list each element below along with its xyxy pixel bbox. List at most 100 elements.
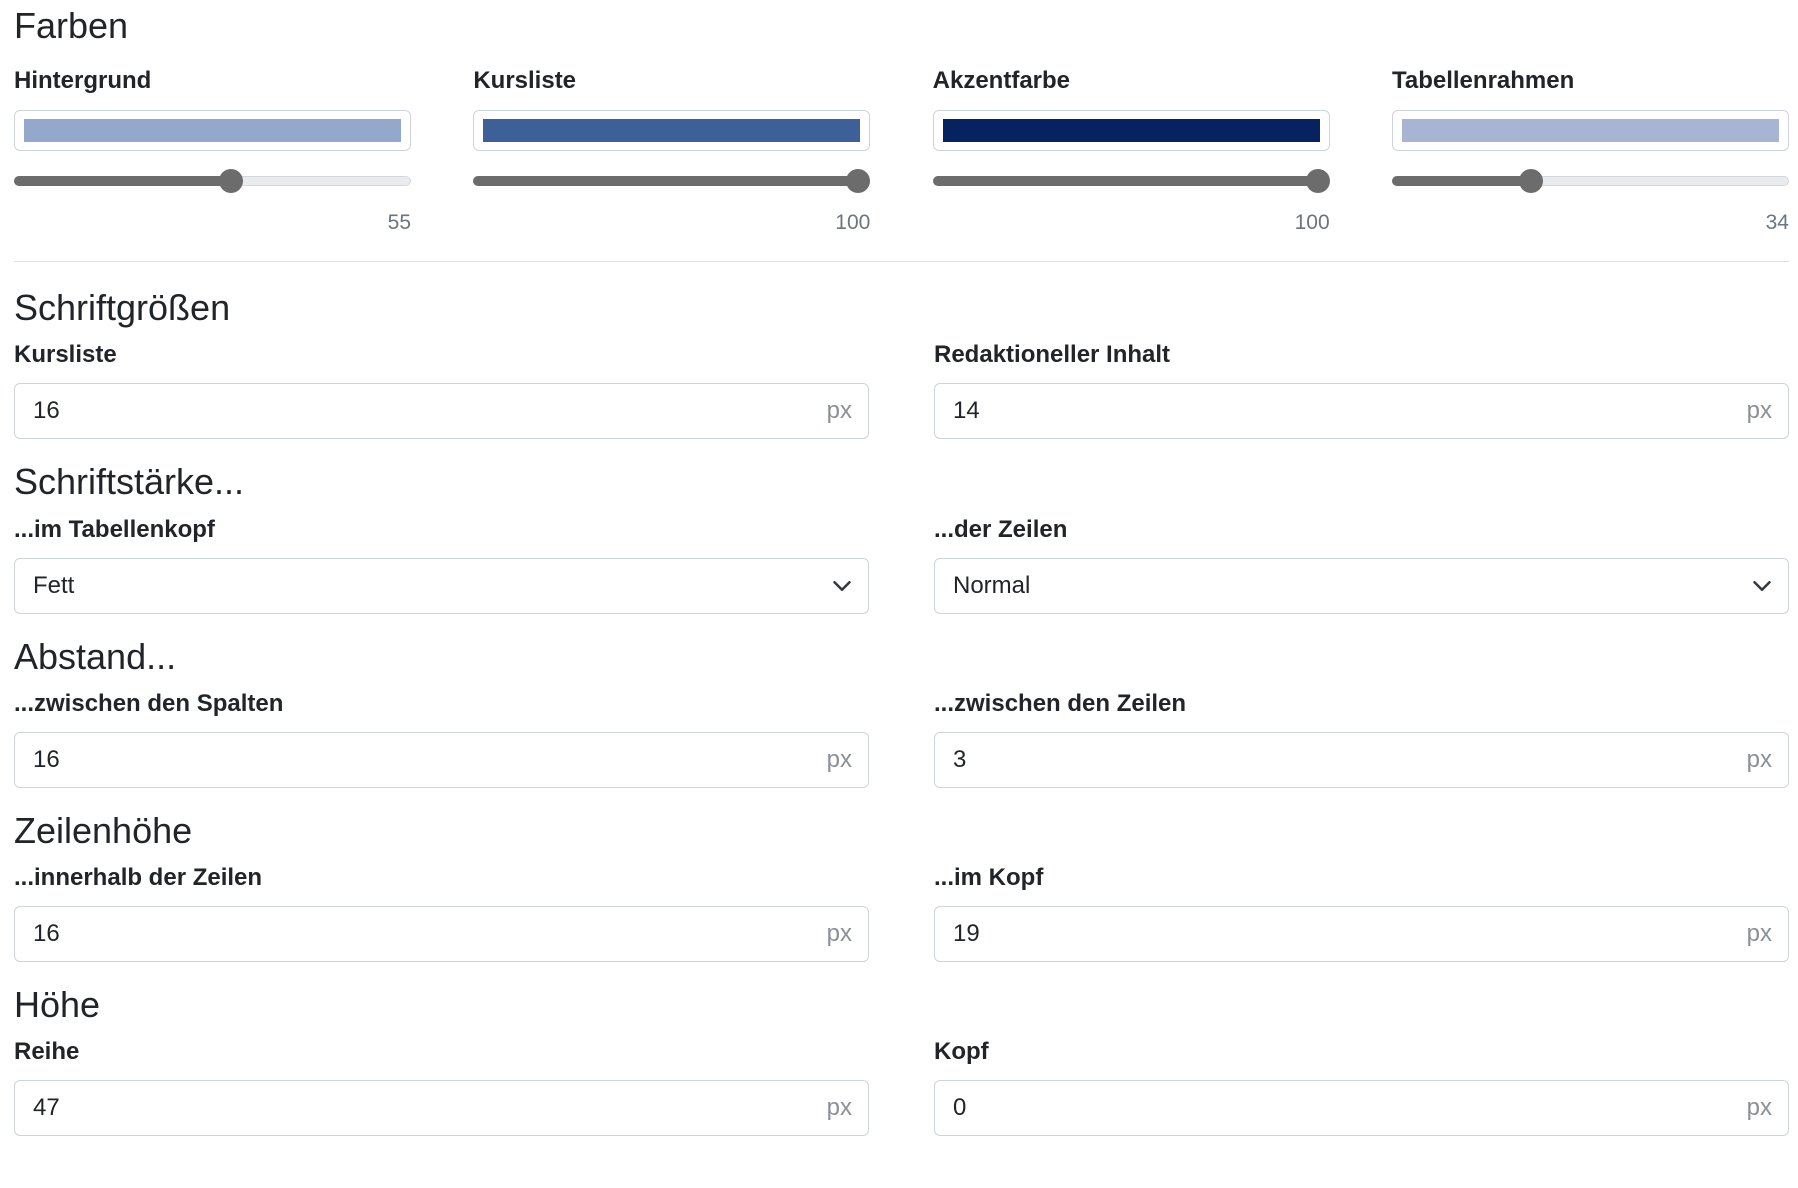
select-value: Normal	[953, 571, 1031, 599]
field-tabellenkopf: ...im Tabellenkopf Fett	[14, 504, 869, 614]
color-setting-hintergrund: Hintergrund 55	[14, 47, 411, 235]
section-zeilenhoehe: Zeilenhöhe ...innerhalb der Zeilen 16 px…	[14, 809, 1789, 962]
header-height-input[interactable]: 0 px	[934, 1080, 1789, 1137]
color-setting-tabellenrahmen: Tabellenrahmen 34	[1391, 47, 1789, 235]
input-value: 0	[953, 1094, 967, 1122]
opacity-slider-tabellenrahmen[interactable]	[1391, 169, 1789, 194]
field-label: ...zwischen den Spalten	[14, 689, 284, 717]
field-spalten-abstand: ...zwischen den Spalten 16 px	[14, 678, 869, 788]
slider-fill	[473, 176, 859, 187]
field-zeilen: ...der Zeilen Normal	[934, 504, 1789, 614]
unit-label: px	[826, 745, 852, 773]
slider-fill	[14, 176, 232, 187]
field-label: ...im Tabellenkopf	[14, 515, 215, 543]
chevron-down-icon	[1753, 580, 1771, 591]
input-value: 3	[953, 745, 967, 773]
slider-value-hintergrund: 55	[387, 211, 411, 235]
field-label: ...der Zeilen	[934, 515, 1068, 543]
slider-thumb[interactable]	[1518, 169, 1543, 194]
unit-label: px	[1746, 1094, 1772, 1122]
section-abstand: Abstand... ...zwischen den Spalten 16 px…	[14, 635, 1789, 788]
section-title-abstand: Abstand...	[14, 635, 177, 677]
color-label-akzentfarbe: Akzentfarbe	[932, 67, 1071, 95]
slider-value-akzentfarbe: 100	[1294, 211, 1330, 235]
slider-thumb[interactable]	[1305, 169, 1330, 194]
field-row: Kursliste 16 px Redaktioneller Inhalt 14…	[14, 329, 1789, 440]
field-label: Kursliste	[14, 341, 117, 369]
field-kursliste: Kursliste 16 px	[14, 329, 869, 440]
color-swatch-kursliste	[483, 119, 861, 143]
color-setting-akzentfarbe: Akzentfarbe 100	[932, 47, 1330, 235]
font-weight-rows-select[interactable]: Normal	[934, 557, 1789, 614]
color-swatch-hintergrund	[24, 119, 401, 143]
input-value: 16	[33, 919, 60, 947]
field-row: Reihe 47 px Kopf 0 px	[14, 1026, 1789, 1137]
field-zeilenhoehe-zeilen: ...innerhalb der Zeilen 16 px	[14, 852, 869, 962]
unit-label: px	[826, 919, 852, 947]
field-reihe: Reihe 47 px	[14, 1026, 869, 1137]
field-label: ...innerhalb der Zeilen	[14, 863, 263, 891]
opacity-slider-akzentfarbe[interactable]	[932, 169, 1330, 194]
color-label-kursliste: Kursliste	[473, 67, 577, 95]
slider-value-kursliste: 100	[835, 211, 871, 235]
field-label: ...im Kopf	[934, 863, 1044, 891]
font-weight-header-select[interactable]: Fett	[14, 557, 869, 614]
input-value: 19	[953, 919, 980, 947]
unit-label: px	[826, 1094, 852, 1122]
section-title-hoehe: Höhe	[14, 983, 101, 1025]
slider-value-tabellenrahmen: 34	[1765, 211, 1789, 235]
font-size-kursliste-input[interactable]: 16 px	[14, 383, 869, 440]
color-swatch-akzentfarbe	[942, 119, 1320, 143]
chevron-down-icon	[833, 580, 851, 591]
section-farben: Farben Hintergrund 55 Kursliste	[14, 4, 1789, 263]
color-swatch-tabellenrahmen	[1401, 119, 1779, 143]
color-picker-tabellenrahmen[interactable]	[1391, 110, 1789, 152]
field-label: Reihe	[14, 1038, 80, 1066]
section-schriftgroessen: Schriftgrößen Kursliste 16 px Redaktione…	[14, 286, 1789, 440]
color-setting-kursliste: Kursliste 100	[473, 47, 871, 235]
column-gap-input[interactable]: 16 px	[14, 731, 869, 788]
unit-label: px	[1746, 397, 1772, 425]
section-divider	[14, 261, 1789, 263]
input-value: 47	[33, 1094, 60, 1122]
color-picker-hintergrund[interactable]	[14, 110, 411, 152]
field-row: ...innerhalb der Zeilen 16 px ...im Kopf…	[14, 852, 1789, 962]
section-schriftstaerke: Schriftstärke... ...im Tabellenkopf Fett…	[14, 460, 1789, 614]
section-title-schriftstaerke: Schriftstärke...	[14, 461, 245, 503]
settings-form: Farben Hintergrund 55 Kursliste	[14, 0, 1789, 1137]
unit-label: px	[1746, 745, 1772, 773]
color-row: Hintergrund 55 Kursliste	[14, 47, 1789, 235]
slider-fill	[1391, 176, 1531, 187]
unit-label: px	[826, 397, 852, 425]
row-line-height-input[interactable]: 16 px	[14, 905, 869, 962]
field-zeilen-abstand: ...zwischen den Zeilen 3 px	[934, 678, 1789, 788]
field-label: Redaktioneller Inhalt	[934, 341, 1171, 369]
input-value: 16	[33, 745, 60, 773]
slider-thumb[interactable]	[846, 169, 871, 194]
row-height-input[interactable]: 47 px	[14, 1080, 869, 1137]
field-label: Kopf	[934, 1038, 989, 1066]
section-hoehe: Höhe Reihe 47 px Kopf 0 px	[14, 983, 1789, 1137]
input-value: 16	[33, 397, 60, 425]
color-label-hintergrund: Hintergrund	[14, 67, 152, 95]
input-value: 14	[953, 397, 980, 425]
header-line-height-input[interactable]: 19 px	[934, 905, 1789, 962]
slider-thumb[interactable]	[219, 169, 244, 194]
row-gap-input[interactable]: 3 px	[934, 731, 1789, 788]
opacity-slider-kursliste[interactable]	[473, 169, 871, 194]
section-title-farben: Farben	[14, 5, 129, 46]
color-picker-akzentfarbe[interactable]	[932, 110, 1330, 152]
color-picker-kursliste[interactable]	[473, 110, 871, 152]
field-label: ...zwischen den Zeilen	[934, 689, 1187, 717]
color-label-tabellenrahmen: Tabellenrahmen	[1391, 67, 1575, 95]
field-kopf: Kopf 0 px	[934, 1026, 1789, 1137]
unit-label: px	[1746, 919, 1772, 947]
field-row: ...zwischen den Spalten 16 px ...zwische…	[14, 678, 1789, 788]
field-row: ...im Tabellenkopf Fett ...der Zeilen No…	[14, 504, 1789, 614]
font-size-content-input[interactable]: 14 px	[934, 383, 1789, 440]
section-title-zeilenhoehe: Zeilenhöhe	[14, 809, 193, 851]
field-redaktioneller-inhalt: Redaktioneller Inhalt 14 px	[934, 329, 1789, 440]
slider-fill	[932, 176, 1318, 187]
section-title-schriftgroessen: Schriftgrößen	[14, 287, 231, 329]
opacity-slider-hintergrund[interactable]	[14, 169, 411, 194]
